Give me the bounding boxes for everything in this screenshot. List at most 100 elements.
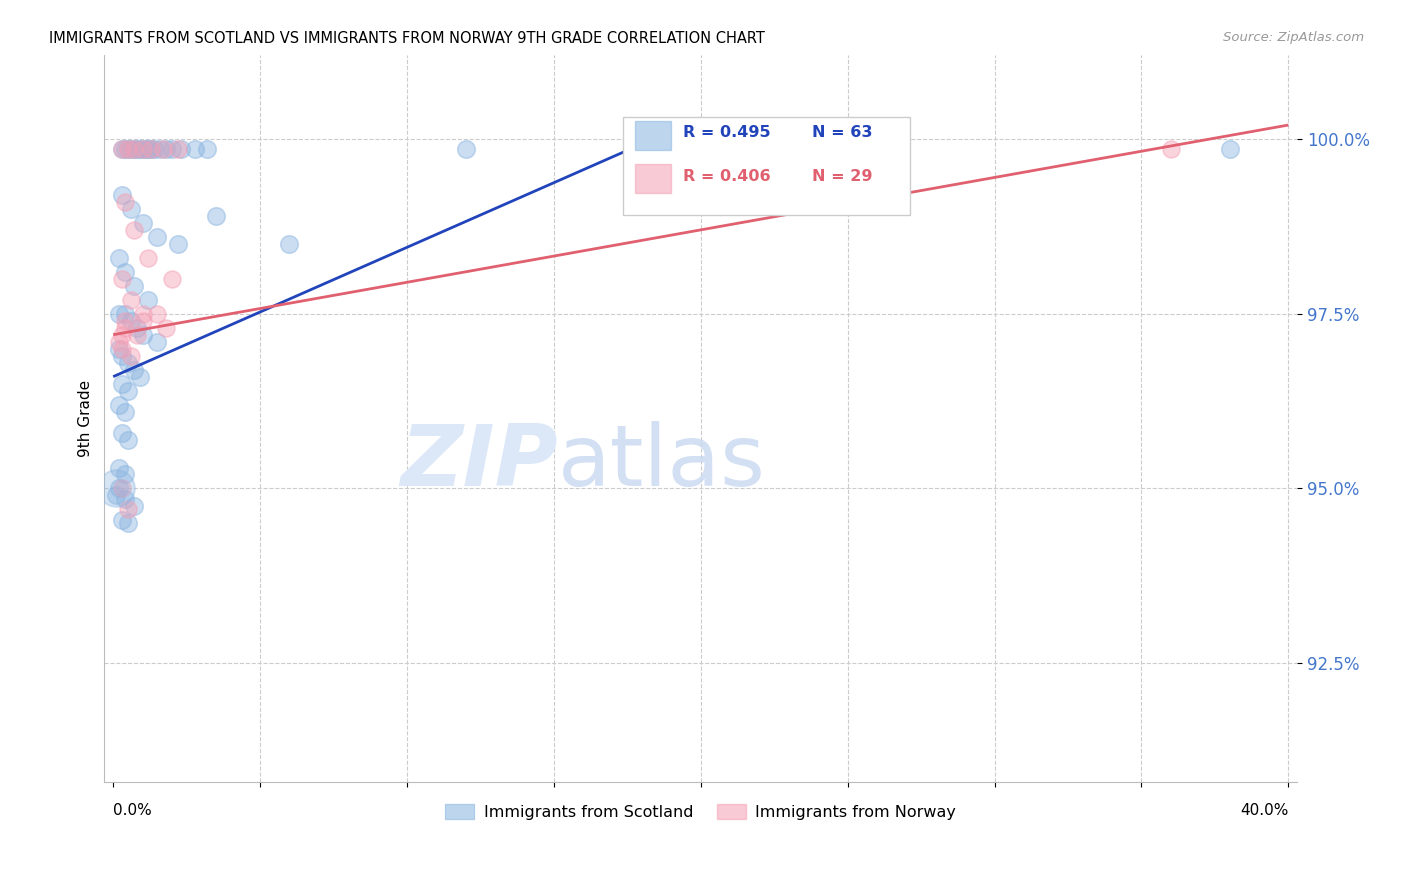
Point: [111, 143, 134, 157]
Point: [195, 143, 218, 157]
Point: [138, 251, 160, 265]
Bar: [636, 120, 671, 150]
Point: [108, 307, 131, 321]
Point: [117, 143, 139, 157]
Point: [120, 314, 142, 328]
Point: [117, 143, 139, 157]
Point: [131, 216, 153, 230]
Point: [114, 314, 136, 328]
Point: [120, 143, 142, 157]
Point: [454, 143, 477, 157]
Point: [114, 404, 136, 418]
Point: [131, 143, 153, 157]
Text: IMMIGRANTS FROM SCOTLAND VS IMMIGRANTS FROM NORWAY 9TH GRADE CORRELATION CHART: IMMIGRANTS FROM SCOTLAND VS IMMIGRANTS F…: [49, 31, 765, 46]
Point: [117, 433, 139, 447]
Text: R = 0.495: R = 0.495: [683, 126, 770, 140]
Point: [689, 143, 711, 157]
Point: [108, 460, 131, 475]
Point: [166, 143, 188, 157]
Point: [138, 143, 160, 157]
Point: [205, 209, 228, 223]
Point: [152, 143, 174, 157]
Point: [184, 143, 207, 157]
Point: [117, 502, 139, 516]
Text: N = 63: N = 63: [811, 126, 872, 140]
Text: 0.0%: 0.0%: [114, 803, 152, 818]
Point: [111, 342, 134, 356]
Point: [146, 307, 169, 321]
Point: [128, 143, 150, 157]
Point: [108, 342, 131, 356]
Point: [108, 482, 131, 496]
Legend: Immigrants from Scotland, Immigrants from Norway: Immigrants from Scotland, Immigrants fro…: [439, 798, 963, 826]
Point: [111, 513, 134, 527]
Point: [122, 362, 145, 376]
Y-axis label: 9th Grade: 9th Grade: [79, 380, 93, 457]
Point: [278, 236, 301, 251]
FancyBboxPatch shape: [623, 117, 910, 215]
Point: [141, 143, 163, 157]
Point: [120, 293, 142, 307]
Point: [131, 314, 153, 328]
Point: [155, 143, 177, 157]
Text: ZIP: ZIP: [401, 421, 558, 504]
Point: [108, 334, 131, 349]
Point: [111, 188, 134, 202]
Point: [166, 236, 188, 251]
Point: [134, 143, 156, 157]
Bar: [636, 164, 671, 194]
Point: [105, 488, 128, 502]
Point: [149, 143, 172, 157]
Point: [1160, 143, 1182, 157]
Point: [125, 320, 148, 334]
Point: [160, 272, 183, 286]
Point: [155, 320, 177, 334]
Point: [114, 194, 136, 209]
Point: [120, 349, 142, 363]
Point: [122, 143, 145, 157]
Text: N = 29: N = 29: [811, 169, 872, 184]
Point: [122, 499, 145, 513]
Point: [114, 491, 136, 506]
Point: [111, 425, 134, 440]
Point: [146, 230, 169, 244]
Point: [131, 143, 153, 157]
Point: [141, 143, 163, 157]
Point: [131, 327, 153, 342]
Point: [117, 516, 139, 531]
Point: [122, 143, 145, 157]
Point: [122, 223, 145, 237]
Point: [114, 307, 136, 321]
Point: [114, 265, 136, 279]
Point: [117, 356, 139, 370]
Point: [143, 143, 166, 157]
Point: [111, 143, 134, 157]
Point: [160, 143, 183, 157]
Point: [1219, 143, 1241, 157]
Point: [111, 349, 134, 363]
Point: [114, 143, 136, 157]
Point: [108, 251, 131, 265]
Point: [120, 202, 142, 216]
Text: R = 0.406: R = 0.406: [683, 169, 770, 184]
Point: [146, 334, 169, 349]
Point: [125, 143, 148, 157]
Point: [105, 482, 128, 496]
Point: [138, 293, 160, 307]
Point: [117, 384, 139, 398]
Point: [837, 143, 859, 157]
Point: [114, 467, 136, 482]
Point: [170, 143, 193, 157]
Point: [111, 376, 134, 391]
Point: [111, 327, 134, 342]
Point: [131, 307, 153, 321]
Point: [108, 398, 131, 412]
Text: Source: ZipAtlas.com: Source: ZipAtlas.com: [1223, 31, 1364, 45]
Point: [111, 482, 134, 496]
Point: [111, 272, 134, 286]
Text: atlas: atlas: [558, 421, 766, 504]
Point: [125, 327, 148, 342]
Text: 40.0%: 40.0%: [1240, 803, 1288, 818]
Point: [114, 320, 136, 334]
Point: [122, 278, 145, 293]
